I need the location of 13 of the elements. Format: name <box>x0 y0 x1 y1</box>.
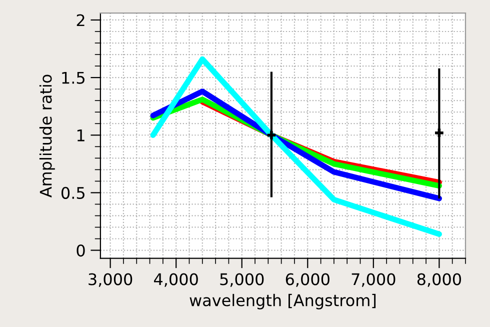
y-tick-label: 1 <box>77 130 84 142</box>
y-tick-label: 2 <box>76 14 84 26</box>
x-axis-title: wavelength [Angstrom] <box>190 294 376 310</box>
x-tick-label: 3,000 <box>88 273 132 287</box>
y-tick-label: 1.5 <box>62 72 84 84</box>
x-tick-label: 6,000 <box>286 273 330 287</box>
y-tick-label: 0 <box>76 244 85 257</box>
x-tick-label: 5,000 <box>220 273 264 287</box>
y-axis-title: Amplitude ratio <box>39 74 55 198</box>
x-tick-label: 7,000 <box>352 273 396 287</box>
x-tick-label: 8,000 <box>417 273 461 287</box>
x-tick-label: 4,000 <box>154 273 198 287</box>
y-tick-label: 0.5 <box>62 186 84 199</box>
